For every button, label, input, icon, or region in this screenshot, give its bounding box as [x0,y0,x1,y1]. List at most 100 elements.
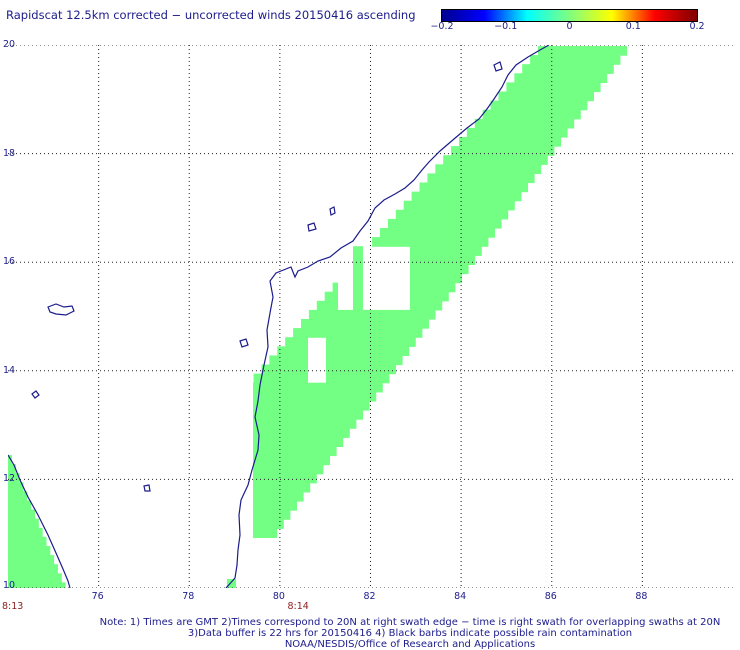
swath-cell [353,282,363,293]
colorbar [441,9,698,22]
swath-cell [498,91,594,102]
colorbar-tick-label: −0.2 [430,21,454,32]
swath-cell [8,555,55,565]
swath-cell [8,582,66,588]
swath-cell [395,209,509,220]
swath-cell [443,155,548,165]
swath-cell [538,46,627,56]
swath-cell [8,509,35,520]
swath-cell [410,291,449,302]
swath-cell [253,410,363,420]
swath-cell [253,419,357,429]
swath-cell [8,564,58,574]
swath-cell [8,482,24,492]
coastline-southwest [8,454,71,588]
swath-cell [8,518,39,529]
swath-cell [253,519,284,529]
swath-cell [253,373,308,384]
swath-cell [8,500,32,511]
swath-cell [227,579,236,588]
island-outline [31,390,40,399]
swath-right [227,46,627,588]
swath-cell [410,264,469,275]
swath-cell [8,536,47,547]
swath-cell [435,164,542,174]
swath-cell [253,400,370,411]
colorbar-tick-label: 0 [566,21,573,32]
swath-cell [353,246,363,256]
swath-cell [451,146,555,156]
swath-cell [353,264,363,275]
swath-cell [466,127,568,138]
swath-cell [293,328,423,338]
lat-lon-grid [8,45,733,588]
swath-cell [253,382,383,393]
swath-cell [410,255,476,265]
lat-tick-label: 10 [3,580,16,591]
swath-cell [8,473,20,483]
swath-cell [301,319,429,329]
swath-cell [8,491,28,502]
note-line-1: Note: 1) Times are GMT 2)Times correspon… [99,617,721,628]
map-plot [8,45,733,588]
swath-cell [514,73,608,83]
swath-cell [353,255,363,265]
lake-outline [329,206,336,216]
island-outline [47,303,75,316]
swath-cell [353,300,363,311]
swath-cell [253,391,377,402]
lat-tick-label: 20 [3,39,16,50]
coastline [8,45,550,588]
swath-cell [253,446,337,457]
swath-cell [253,464,324,475]
swath-cell [8,573,62,583]
swath-cell [285,337,308,347]
swath-cell [326,337,416,347]
lon-tick-label: 88 [635,591,648,602]
swath-cell [277,346,308,356]
lon-tick-label: 84 [454,591,467,602]
lon-tick-label: 80 [272,591,285,602]
swath-cell [474,118,575,129]
swath-cell [506,82,601,93]
swath-cell [308,309,436,320]
swath-cell [253,482,311,493]
swath-cell [253,455,330,466]
island-outline [143,484,151,492]
colorbar-tick-label: 0.2 [689,21,705,32]
swath-cell [316,300,338,311]
swath-cell [8,527,43,538]
swath-cell [530,55,621,65]
lat-tick-label: 12 [3,473,16,485]
swath-cell [353,273,363,284]
swath-cell [403,200,515,211]
island-outline [239,338,249,348]
swath-cell [261,364,308,375]
swath-time-label: 8:13 [2,601,24,612]
swath-cell [253,510,291,520]
lon-tick-label: 82 [363,591,376,602]
swath-cell [490,100,588,111]
note-line-3: NOAA/NESDIS/Office of Research and Appli… [284,639,536,650]
swath-cell [326,364,396,375]
swath-cell [387,218,502,229]
swath-cell [269,355,308,366]
swath-cell [372,237,489,247]
swath-cell [411,191,522,202]
swath-cell [326,346,410,356]
lon-tick-label: 86 [544,591,557,602]
swath-cell [427,173,535,184]
swath-left [8,455,66,588]
swath-cell [253,473,317,484]
swath-cell [332,282,338,293]
swath-cell [324,291,338,302]
note-line-2: 3)Data buffer is 22 hrs for 20150416 4) … [187,628,633,639]
chart-title: Rapidscat 12.5km corrected − uncorrected… [6,8,416,22]
colorbar-tick-label: 0.1 [625,21,641,32]
colorbar-tick-label: −0.1 [494,21,518,32]
swath-time-label: 8:14 [287,601,309,612]
coastline-india-east [225,45,550,588]
lat-tick-label: 18 [3,147,16,159]
swath-cell [326,355,403,366]
swath-cell [380,228,495,238]
